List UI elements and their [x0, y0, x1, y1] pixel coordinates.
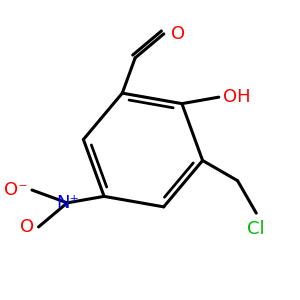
Text: O: O	[20, 218, 34, 236]
Text: Cl: Cl	[248, 220, 265, 238]
Text: N⁺: N⁺	[56, 194, 79, 212]
Text: O: O	[171, 25, 185, 43]
Text: OH: OH	[223, 88, 251, 106]
Text: O⁻: O⁻	[4, 181, 28, 199]
